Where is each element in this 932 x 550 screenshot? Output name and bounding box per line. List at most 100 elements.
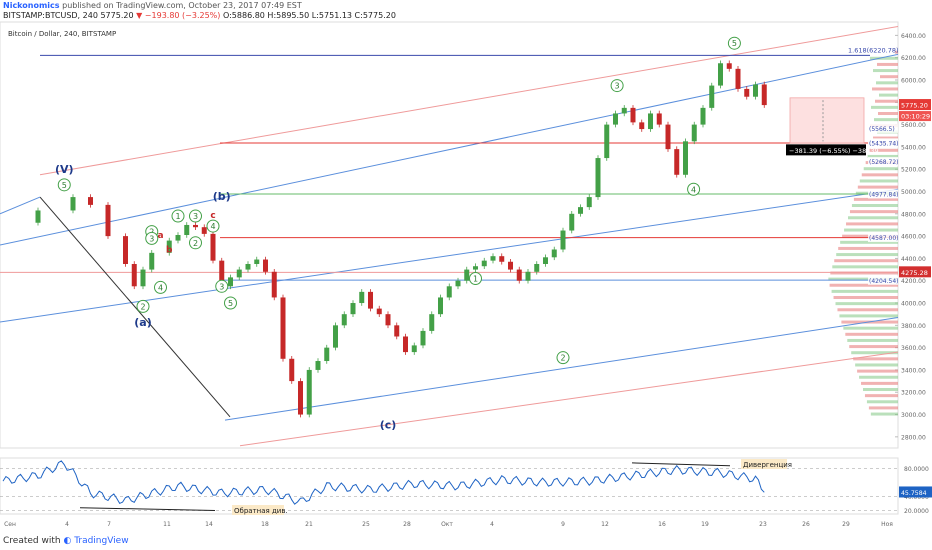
tradingview-logo-icon: ◐ xyxy=(63,536,72,546)
x-tick-label: 11 xyxy=(163,521,171,528)
candle-body xyxy=(140,269,146,287)
wave-label: b xyxy=(166,245,173,255)
level-label: (5435.74) xyxy=(869,140,899,147)
volume-profile-bar xyxy=(837,308,898,312)
candle-body xyxy=(665,124,671,150)
fib-level-label: 1.618(6220.78) xyxy=(848,46,899,54)
candle-body xyxy=(376,308,382,315)
volume-profile-bar xyxy=(840,240,898,244)
wave-label-circle xyxy=(206,219,220,233)
tradingview-brand[interactable]: TradingView xyxy=(74,536,129,546)
candle-body xyxy=(473,266,478,270)
x-tick-label: 28 xyxy=(403,521,411,528)
osc-line xyxy=(2,460,765,505)
y-tick-label: 5200.00 xyxy=(901,167,926,174)
candle-body xyxy=(508,261,513,270)
volume-profile-bar xyxy=(859,179,898,183)
candle-body xyxy=(368,291,373,309)
volume-profile-bar xyxy=(873,69,898,73)
divergence-annotation: Дивергенция xyxy=(743,461,792,469)
current-price-tag: 5775.20 xyxy=(901,102,928,110)
x-tick-label: 23 xyxy=(759,521,767,528)
volume-profile-bar xyxy=(832,265,898,269)
wave-label: 4 xyxy=(158,283,163,292)
candle-body xyxy=(446,286,452,298)
volume-profile-bar xyxy=(859,375,898,379)
candle-body xyxy=(621,107,627,114)
x-tick-label: 29 xyxy=(842,521,850,528)
candle-body xyxy=(201,227,207,234)
volume-profile-bar xyxy=(895,50,898,54)
y-tick-label: 3800.00 xyxy=(901,323,926,330)
candle-body xyxy=(289,358,295,382)
osc-value-tag-bg xyxy=(899,486,932,498)
osc-value-tag: 45.7584 xyxy=(901,490,927,497)
y-tick-label: 5600.00 xyxy=(901,122,926,129)
candle-body xyxy=(656,113,662,125)
candle-body xyxy=(324,347,330,362)
candle-body xyxy=(630,107,636,123)
reverse-divergence-annotation: Обратная див. xyxy=(234,507,288,515)
wave-label-circle xyxy=(189,236,202,250)
volume-profile-bar xyxy=(874,118,898,122)
candle-body xyxy=(184,224,190,235)
wave-label: (b) xyxy=(213,190,231,203)
candle-body xyxy=(674,149,680,175)
volume-profile-bar xyxy=(857,369,898,373)
measure-label: −381.39 (−6.55%) −38139 xyxy=(789,147,879,155)
candle-body xyxy=(438,297,443,315)
volume-profile-bar xyxy=(872,87,898,91)
y-tick-label: 3400.00 xyxy=(901,367,926,374)
volume-profile-bar xyxy=(864,394,898,398)
wave-label-circle xyxy=(556,351,570,365)
candle-body xyxy=(604,124,610,159)
candle-body xyxy=(131,263,137,287)
candle-body xyxy=(560,230,566,250)
candle-body xyxy=(735,68,741,89)
volume-profile-bar xyxy=(834,259,898,263)
volume-profile-bar xyxy=(830,271,898,275)
candle-body xyxy=(394,325,400,337)
candle-body xyxy=(429,314,435,331)
volume-profile-bar xyxy=(863,167,898,171)
candle-body xyxy=(726,63,732,69)
author-link[interactable]: Nickonomics xyxy=(3,1,60,10)
volume-profile-bar xyxy=(868,406,898,410)
volume-profile-bar xyxy=(851,204,898,208)
wave-label: 1 xyxy=(473,274,478,283)
volume-profile-bar xyxy=(844,228,898,232)
candle-body xyxy=(411,345,417,353)
candle-body xyxy=(70,197,76,211)
candle-body xyxy=(88,197,93,205)
x-tick-label: 12 xyxy=(601,521,609,528)
level-label: (4204.54) xyxy=(869,278,899,285)
candle-body xyxy=(105,204,111,237)
y-tick-label: 5000.00 xyxy=(901,189,926,196)
volume-profile-bar xyxy=(879,93,898,97)
candle-body xyxy=(543,257,548,264)
y-tick-label: 3600.00 xyxy=(901,345,926,352)
channel-line xyxy=(224,317,899,421)
target-zone xyxy=(789,97,865,144)
x-tick-label: 4 xyxy=(65,521,69,528)
wave-label-circle xyxy=(610,79,624,93)
volume-profile-bar xyxy=(831,289,898,293)
volume-profile-bar xyxy=(853,357,898,361)
candle-body xyxy=(648,113,653,130)
candle-body xyxy=(586,197,592,208)
chart-title: Bitcoin / Dollar, 240, BITSTAMP xyxy=(8,30,116,38)
published-text: published on TradingView.com, October 23… xyxy=(62,1,302,10)
wave-label: 3 xyxy=(219,282,224,291)
candle-body xyxy=(359,291,365,304)
y-tick-label: 4000.00 xyxy=(901,301,926,308)
wave-label-circle xyxy=(469,271,482,285)
volume-profile-bar xyxy=(861,173,898,177)
y-tick-label: 2800.00 xyxy=(901,434,926,441)
candle-body xyxy=(490,256,496,261)
y-tick-label: 6000.00 xyxy=(901,77,926,84)
x-tick-label: 7 xyxy=(107,521,111,528)
divergence-line xyxy=(631,462,731,467)
x-tick-label: 16 xyxy=(658,521,666,528)
y-tick-label: 3200.00 xyxy=(901,390,926,397)
